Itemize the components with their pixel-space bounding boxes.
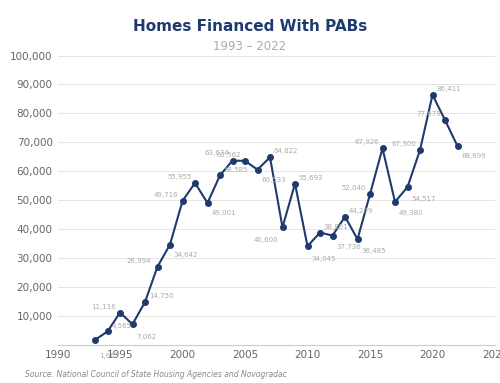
Text: 49,380: 49,380 xyxy=(399,211,423,216)
Text: 64,822: 64,822 xyxy=(274,149,298,154)
Text: 63,674: 63,674 xyxy=(204,151,229,156)
Text: 49,001: 49,001 xyxy=(211,210,236,216)
Text: 60,533: 60,533 xyxy=(261,177,286,183)
Text: 86,411: 86,411 xyxy=(436,86,461,92)
Text: 49,716: 49,716 xyxy=(154,192,179,198)
Text: 55,955: 55,955 xyxy=(167,174,191,180)
Text: 40,600: 40,600 xyxy=(254,237,279,243)
Text: 67,300: 67,300 xyxy=(392,141,416,147)
Text: 26,994: 26,994 xyxy=(127,258,151,264)
Text: 37,736: 37,736 xyxy=(336,244,361,250)
Text: 44,299: 44,299 xyxy=(349,208,373,214)
Text: 36,485: 36,485 xyxy=(361,248,386,254)
Text: 67,926: 67,926 xyxy=(354,139,379,146)
Text: 14,750: 14,750 xyxy=(149,293,174,299)
Text: 1993 – 2022: 1993 – 2022 xyxy=(214,40,286,53)
Text: Homes Financed With PABs: Homes Financed With PABs xyxy=(133,19,367,34)
Text: 63,562: 63,562 xyxy=(217,152,241,158)
Text: 68,699: 68,699 xyxy=(461,153,486,159)
Text: 54,517: 54,517 xyxy=(411,196,436,201)
Text: 4,565: 4,565 xyxy=(111,323,131,329)
Text: 38,801: 38,801 xyxy=(324,224,348,230)
Text: 34,642: 34,642 xyxy=(174,252,198,258)
Text: 11,116: 11,116 xyxy=(92,304,116,310)
Text: 52,040: 52,040 xyxy=(342,185,366,192)
Text: 34,045: 34,045 xyxy=(311,256,336,262)
Text: 58,585: 58,585 xyxy=(224,167,248,172)
Text: 55,693: 55,693 xyxy=(299,175,323,181)
Text: Source: National Council of State Housing Agencies and Novogradac: Source: National Council of State Housin… xyxy=(25,370,287,379)
Text: 7,062: 7,062 xyxy=(136,334,156,340)
Text: 77,679: 77,679 xyxy=(416,111,442,117)
Text: 1,667: 1,667 xyxy=(99,353,119,359)
